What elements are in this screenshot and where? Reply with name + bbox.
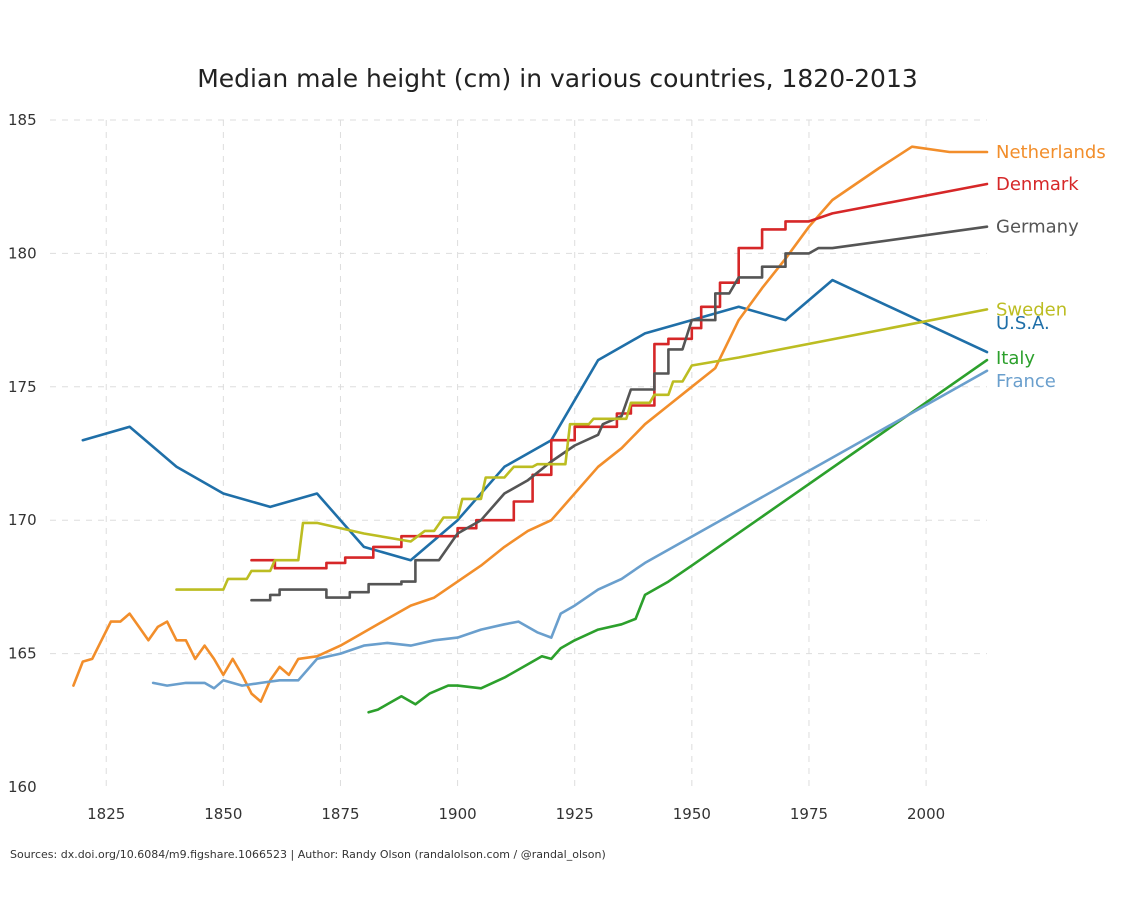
- x-tick-label: 1825: [87, 805, 125, 823]
- y-tick-label: 160: [8, 778, 37, 796]
- grid-layer: [50, 119, 987, 787]
- chart-title: Median male height (cm) in various count…: [197, 64, 918, 93]
- series-line-italy: [367, 358, 989, 714]
- y-tick-label: 185: [8, 111, 37, 129]
- x-tick-label: 1900: [439, 805, 477, 823]
- x-tick-label: 1925: [556, 805, 594, 823]
- x-tick-label: 1850: [204, 805, 242, 823]
- series-label-layer: U.S.A. Netherlands Denmark Germany Sweden Ita…: [996, 142, 1106, 392]
- series-line-denmark: [250, 182, 989, 570]
- series-line-u-s-a: [81, 278, 989, 562]
- x-tick-label: 1950: [673, 805, 711, 823]
- axis-layer: 160 165 170 175 180 185 1825 1850 1875 1900 1925 19…: [8, 111, 945, 823]
- y-tick-label: 180: [8, 244, 37, 262]
- y-tick-label: 165: [8, 645, 37, 663]
- series-line-netherlands: [72, 145, 989, 703]
- y-tick-label: 175: [8, 378, 37, 396]
- x-tick-label: 1875: [321, 805, 359, 823]
- series-label: Sweden: [996, 299, 1067, 320]
- series-line-france: [151, 369, 989, 690]
- series-label: Italy: [996, 348, 1035, 369]
- series-label: France: [996, 371, 1056, 392]
- series-label: Germany: [996, 217, 1079, 238]
- series-label: Denmark: [996, 174, 1079, 195]
- x-tick-label: 2000: [907, 805, 945, 823]
- series-line-sweden: [175, 308, 989, 591]
- series-line-germany: [250, 225, 989, 602]
- series-label: Netherlands: [996, 142, 1106, 163]
- y-tick-label: 170: [8, 511, 37, 529]
- source-footnote: Sources: dx.doi.org/10.6084/m9.figshare.…: [10, 848, 606, 861]
- x-tick-label: 1975: [790, 805, 828, 823]
- series-layer: [72, 145, 989, 714]
- series-label: U.S.A.: [996, 313, 1050, 334]
